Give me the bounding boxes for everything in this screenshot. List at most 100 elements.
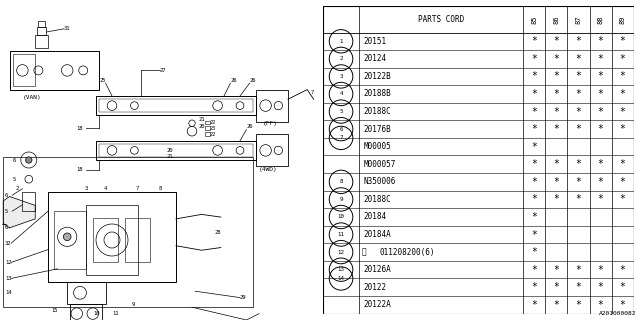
Text: 86: 86 bbox=[554, 15, 559, 24]
Text: 20188B: 20188B bbox=[364, 90, 391, 99]
Bar bbox=[125, 218, 150, 262]
Text: *: * bbox=[575, 54, 582, 64]
Text: PARTS CORD: PARTS CORD bbox=[418, 15, 464, 24]
Bar bbox=[22, 192, 35, 211]
Text: 4: 4 bbox=[104, 186, 108, 191]
Text: 26: 26 bbox=[230, 77, 237, 83]
Circle shape bbox=[26, 157, 32, 163]
Text: *: * bbox=[531, 142, 538, 152]
Text: M000057: M000057 bbox=[364, 160, 396, 169]
Text: *: * bbox=[554, 71, 559, 81]
Text: 20151: 20151 bbox=[364, 37, 387, 46]
Text: 26: 26 bbox=[246, 124, 253, 129]
Text: N350006: N350006 bbox=[364, 177, 396, 186]
Text: 011208200(6): 011208200(6) bbox=[379, 248, 435, 257]
Text: 6: 6 bbox=[5, 193, 8, 198]
Bar bbox=[54, 211, 86, 269]
Text: 31: 31 bbox=[64, 26, 70, 31]
Text: *: * bbox=[575, 107, 582, 116]
Circle shape bbox=[63, 233, 71, 241]
Text: 7: 7 bbox=[310, 90, 314, 95]
Text: *: * bbox=[575, 195, 582, 204]
Text: *: * bbox=[554, 300, 559, 310]
Text: *: * bbox=[620, 177, 625, 187]
Bar bbox=[256, 90, 288, 122]
Text: *: * bbox=[554, 282, 559, 292]
Text: 20126A: 20126A bbox=[364, 265, 391, 274]
Text: *: * bbox=[554, 107, 559, 116]
Text: 23: 23 bbox=[210, 126, 216, 131]
Text: *: * bbox=[531, 89, 538, 99]
Text: 21: 21 bbox=[166, 154, 173, 159]
Text: *: * bbox=[554, 195, 559, 204]
Text: *: * bbox=[575, 89, 582, 99]
Text: 6: 6 bbox=[5, 225, 8, 230]
Text: (4WD): (4WD) bbox=[259, 167, 278, 172]
Bar bbox=[3, 157, 253, 307]
Text: *: * bbox=[620, 54, 625, 64]
Bar bbox=[96, 96, 256, 115]
Text: 4: 4 bbox=[339, 92, 343, 97]
Text: 20188C: 20188C bbox=[364, 195, 391, 204]
Text: *: * bbox=[620, 124, 625, 134]
Bar bbox=[86, 205, 138, 275]
Text: *: * bbox=[575, 177, 582, 187]
Text: *: * bbox=[531, 124, 538, 134]
Text: 10: 10 bbox=[93, 311, 99, 316]
Text: *: * bbox=[598, 54, 604, 64]
Text: 20184: 20184 bbox=[364, 212, 387, 221]
Bar bbox=[35, 35, 48, 48]
Text: 5: 5 bbox=[339, 109, 343, 114]
Text: 22: 22 bbox=[210, 132, 216, 137]
Text: *: * bbox=[620, 71, 625, 81]
Bar bbox=[99, 144, 253, 157]
Text: *: * bbox=[554, 265, 559, 275]
Text: *: * bbox=[620, 282, 625, 292]
Text: *: * bbox=[620, 265, 625, 275]
Text: 28: 28 bbox=[214, 230, 221, 235]
Bar bbox=[256, 134, 288, 166]
Text: *: * bbox=[598, 36, 604, 46]
Text: *: * bbox=[554, 159, 559, 169]
Text: 10: 10 bbox=[337, 214, 344, 220]
Bar bbox=[205, 126, 210, 130]
Text: 20124: 20124 bbox=[364, 54, 387, 63]
Text: 9: 9 bbox=[131, 301, 134, 307]
Text: *: * bbox=[598, 71, 604, 81]
Text: *: * bbox=[531, 36, 538, 46]
Text: 6: 6 bbox=[13, 157, 16, 163]
Text: *: * bbox=[598, 282, 604, 292]
Text: *: * bbox=[598, 107, 604, 116]
Text: M00005: M00005 bbox=[364, 142, 391, 151]
Text: 7: 7 bbox=[136, 186, 140, 191]
Text: *: * bbox=[575, 124, 582, 134]
Text: 18: 18 bbox=[77, 167, 83, 172]
Text: *: * bbox=[531, 229, 538, 240]
Text: *: * bbox=[620, 159, 625, 169]
Text: 29: 29 bbox=[240, 295, 246, 300]
Text: *: * bbox=[531, 71, 538, 81]
Text: 3: 3 bbox=[339, 74, 343, 79]
Text: *: * bbox=[598, 300, 604, 310]
Text: 3: 3 bbox=[84, 186, 88, 191]
Text: 25: 25 bbox=[99, 77, 106, 83]
Bar bbox=[93, 218, 118, 262]
Text: 20122B: 20122B bbox=[364, 72, 391, 81]
Text: *: * bbox=[554, 36, 559, 46]
Text: *: * bbox=[531, 177, 538, 187]
Text: 11: 11 bbox=[337, 232, 344, 237]
Text: *: * bbox=[531, 54, 538, 64]
Text: 7: 7 bbox=[339, 135, 343, 140]
Bar bbox=[67, 282, 106, 304]
Text: *: * bbox=[531, 247, 538, 257]
Text: 27: 27 bbox=[160, 68, 166, 73]
Text: 21: 21 bbox=[198, 117, 205, 123]
Text: *: * bbox=[598, 124, 604, 134]
Text: 20: 20 bbox=[166, 148, 173, 153]
Text: 12: 12 bbox=[5, 260, 12, 265]
Bar bbox=[205, 132, 210, 136]
Polygon shape bbox=[3, 196, 35, 228]
Text: 6: 6 bbox=[339, 127, 343, 132]
Text: 2: 2 bbox=[16, 186, 19, 191]
Text: 8: 8 bbox=[158, 186, 162, 191]
